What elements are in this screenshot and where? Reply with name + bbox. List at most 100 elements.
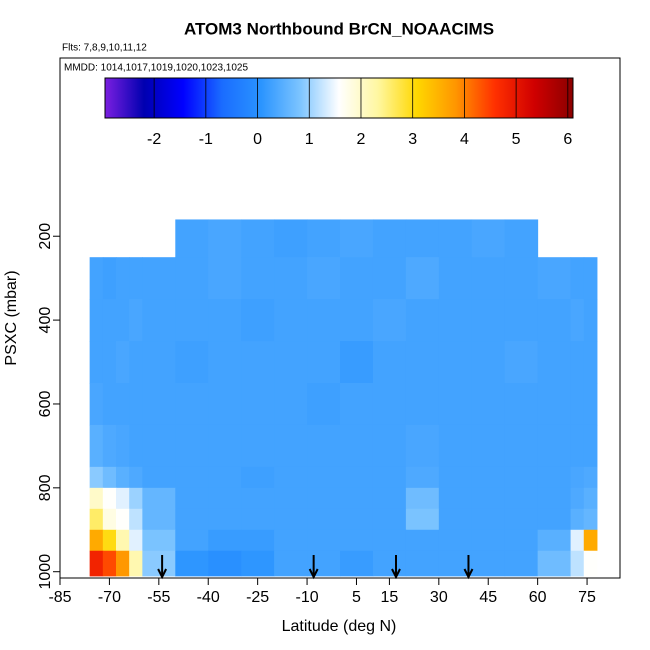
arrow [308, 555, 319, 580]
heat-cell [372, 299, 407, 342]
heat-cell [129, 466, 143, 489]
x-tick-label: 45 [479, 589, 497, 606]
heat-cell [504, 550, 539, 577]
heat-cell [208, 219, 242, 258]
heat-cell [340, 383, 374, 426]
heat-cell [274, 257, 308, 300]
heat-cell [116, 487, 130, 510]
heat-cell [583, 550, 598, 577]
heat-cell [102, 257, 117, 300]
subtitle: Flts: 7,8,9,10,11,12 [62, 43, 147, 54]
heat-cell [208, 383, 242, 426]
heat-cell [307, 487, 341, 510]
heat-cell [438, 383, 473, 426]
heat-cell [89, 257, 104, 300]
heat-cell [438, 299, 473, 342]
chart-title: ATOM3 Northbound BrCN_NOAACIMS [184, 19, 494, 38]
heat-cell [405, 508, 440, 531]
heat-cell [274, 466, 308, 489]
heat-cell [438, 257, 473, 300]
heat-cell [116, 257, 130, 300]
heat-cell [570, 383, 585, 426]
heat-cell [175, 529, 209, 552]
y-tick-label: 400 [37, 307, 54, 334]
heat-cell [504, 257, 539, 300]
heat-cell [583, 383, 598, 426]
y-tick-label: 600 [37, 391, 54, 418]
heat-cell [340, 529, 374, 552]
heat-cell [405, 529, 440, 552]
heat-cell [89, 424, 104, 468]
heat-cell [129, 257, 143, 300]
heat-cell [307, 257, 341, 300]
heat-cell [274, 383, 308, 426]
heat-cell [307, 529, 341, 552]
heat-cell [274, 424, 308, 468]
heat-cell [570, 466, 585, 489]
heat-cell [241, 383, 275, 426]
colorbar-tick-label: 0 [253, 131, 262, 148]
heat-cell [583, 257, 598, 300]
heat-cell [537, 383, 572, 426]
heat-cell [372, 508, 407, 531]
x-tick-label: 30 [430, 589, 448, 606]
heat-cell [129, 424, 143, 468]
y-tick-label: 200 [37, 223, 54, 250]
heat-cell [471, 487, 506, 510]
heat-cell [504, 219, 539, 258]
heat-cell [175, 299, 209, 342]
heat-cell [102, 341, 117, 384]
heat-cell [405, 383, 440, 426]
heat-cell [570, 487, 585, 510]
x-tick-label: 60 [529, 589, 547, 606]
x-tick-label: -85 [48, 589, 71, 606]
heat-cell [438, 529, 473, 552]
colorbar-tick-label: 2 [357, 131, 366, 148]
heat-cell [241, 299, 275, 342]
heat-cell [405, 466, 440, 489]
heat-cell [142, 341, 176, 384]
heat-cell [340, 487, 374, 510]
heat-cell [89, 299, 104, 342]
heat-cell [142, 424, 176, 468]
heat-cell [102, 550, 117, 577]
heat-cell [504, 299, 539, 342]
heat-cell [504, 383, 539, 426]
heat-cell [340, 257, 374, 300]
heat-cell [175, 424, 209, 468]
heat-cell [570, 341, 585, 384]
heat-cell [175, 383, 209, 426]
heat-cell [537, 508, 572, 531]
heat-cell [175, 341, 209, 384]
heat-cell [307, 466, 341, 489]
heat-cell [438, 508, 473, 531]
heat-cell [340, 550, 374, 577]
heat-cell [583, 508, 598, 531]
heat-cell [372, 383, 407, 426]
heat-cell [307, 219, 341, 258]
heat-cell [208, 487, 242, 510]
heat-cell [274, 550, 308, 577]
y-tick-label: 800 [37, 474, 54, 501]
heat-cell [241, 529, 275, 552]
heat-cell [129, 550, 143, 577]
arrow-head [463, 568, 474, 580]
heat-cell [471, 257, 506, 300]
heat-cell [372, 529, 407, 552]
heat-cell [504, 466, 539, 489]
heat-cell [307, 341, 341, 384]
heat-cell [208, 424, 242, 468]
heat-cell [340, 424, 374, 468]
heat-cell [102, 529, 117, 552]
plot-frame [59, 57, 621, 579]
heat-cell [129, 299, 143, 342]
heat-cell [340, 299, 374, 342]
heat-cell [102, 424, 117, 468]
heat-cell [116, 508, 130, 531]
heat-cell [102, 299, 117, 342]
arrow [463, 555, 474, 580]
heat-cell [142, 529, 176, 552]
heat-cell [570, 529, 585, 552]
heat-cell [274, 299, 308, 342]
